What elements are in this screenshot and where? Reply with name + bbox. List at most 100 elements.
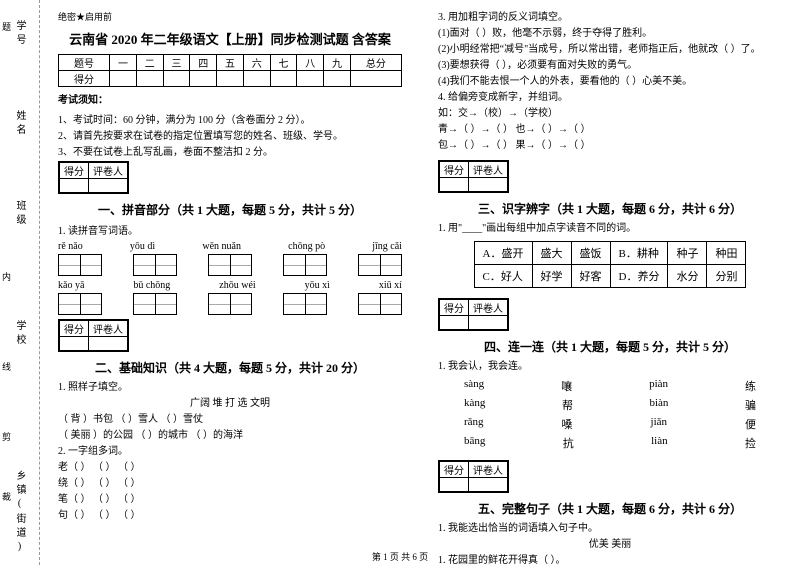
- pinyin: chōng pò: [288, 241, 325, 252]
- tian-box: [208, 293, 252, 315]
- r-line: 如：交→（校）→（学校）: [438, 106, 782, 122]
- ct: 盛饭: [571, 242, 610, 265]
- tian-box: [283, 293, 327, 315]
- ct: A．盛开: [474, 242, 532, 265]
- pinyin: xiū xí: [379, 280, 402, 291]
- pinyin: zhōu wéi: [219, 280, 255, 291]
- pinyin: yōu dì: [130, 241, 155, 252]
- s2-line: （ 美丽 ）的公园 （ ）的城市 （ ）的海洋: [58, 428, 402, 444]
- m: bāng: [464, 435, 485, 451]
- pinyin: bǔ chōng: [133, 280, 170, 291]
- s5-q: 1. 我能选出恰当的词语填入句子中。: [438, 521, 782, 537]
- r-line: 青→（ ）→（ ） 也→（ ）→（ ）: [438, 122, 782, 138]
- grader-c: 得分: [440, 462, 469, 478]
- char-table: A．盛开 盛大 盛饭 B．耕种 种子 种田 C．好人 好学 好客 D．养分 水分…: [474, 241, 747, 288]
- r-line: (4)我们不能去恨一个人的外表，要看他的（ ）心美不美。: [438, 74, 782, 90]
- pinyin: yōu xì: [305, 280, 330, 291]
- grader-c: 得分: [440, 300, 469, 316]
- m: piàn: [649, 378, 668, 394]
- match-row: rǎng 嗓 jiǎn 便: [438, 416, 782, 432]
- tian-box: [358, 293, 402, 315]
- notice-head: 考试须知：: [58, 93, 402, 109]
- ct: 好客: [571, 265, 610, 288]
- side-char: 剪: [2, 430, 11, 443]
- pinyin: wēn nuǎn: [202, 241, 241, 252]
- m: rǎng: [464, 416, 484, 432]
- binding-margin: 学号 姓名 班级 学校 乡镇(街道) 题 内 线 剪 裁: [0, 0, 40, 565]
- score-h: 八: [297, 55, 324, 71]
- exam-title: 云南省 2020 年二年级语文【上册】同步检测试题 含答案: [58, 29, 402, 48]
- m: biàn: [649, 397, 668, 413]
- score-table: 题号 一 二 三 四 五 六 七 八 九 总分 得分: [58, 54, 402, 87]
- section-5-title: 五、完整句子（共 1 大题，每题 6 分，共计 6 分）: [438, 500, 782, 517]
- right-column: 3. 用加粗字词的反义词填空。 (1)面对（ ）败，他毫不示弱，终于夺得了胜利。…: [420, 0, 800, 565]
- grader-c: 评卷人: [469, 462, 508, 478]
- ct: 盛大: [532, 242, 571, 265]
- score-h: 三: [163, 55, 190, 71]
- section-1-title: 一、拼音部分（共 1 大题，每题 5 分，共计 5 分）: [58, 201, 402, 218]
- m: 便: [745, 416, 756, 432]
- bind-label: 乡镇(街道): [12, 470, 27, 556]
- notice-item: 2、请首先按要求在试卷的指定位置填写您的姓名、班级、学号。: [58, 129, 402, 145]
- grader-box: 得分评卷人: [58, 319, 129, 352]
- tian-box: [208, 254, 252, 276]
- grader-box: 得分评卷人: [438, 460, 509, 493]
- grader-c: 评卷人: [469, 300, 508, 316]
- tian-box: [358, 254, 402, 276]
- section-3-title: 三、识字辨字（共 1 大题，每题 6 分，共计 6 分）: [438, 200, 782, 217]
- grader-box: 得分评卷人: [58, 161, 129, 194]
- grader-c: 得分: [60, 321, 89, 337]
- side-char: 裁: [2, 490, 11, 503]
- notice-item: 3、不要在试卷上乱写乱画，卷面不整洁扣 2 分。: [58, 145, 402, 161]
- m: 嚷: [561, 378, 572, 394]
- tian-box: [58, 293, 102, 315]
- score-h: 四: [190, 55, 217, 71]
- notice-item: 1、考试时间：60 分钟，满分为 100 分（含卷面分 2 分）。: [58, 113, 402, 129]
- s2-words: 广阔 堆 打 选 文明: [58, 396, 402, 412]
- pinyin-row: kǎo yā bǔ chōng zhōu wéi yōu xì xiū xí: [58, 280, 402, 291]
- bind-label: 学校: [12, 320, 27, 348]
- score-h: 九: [324, 55, 351, 71]
- r-line: (1)面对（ ）败，他毫不示弱，终于夺得了胜利。: [438, 26, 782, 42]
- m: jiǎn: [651, 416, 668, 432]
- score-h: 六: [243, 55, 270, 71]
- m: liàn: [651, 435, 668, 451]
- grader-box: 得分评卷人: [438, 298, 509, 331]
- side-char: 题: [2, 20, 11, 33]
- pinyin: kǎo yā: [58, 280, 84, 291]
- ct: D．养分: [610, 265, 668, 288]
- pinyin: rě nǎo: [58, 241, 83, 252]
- match-row: sàng 嚷 piàn 练: [438, 378, 782, 394]
- ct: C．好人: [474, 265, 532, 288]
- score-h: 五: [217, 55, 244, 71]
- ct: 种田: [707, 242, 746, 265]
- s2-line: 老（ ） （ ） （ ）: [58, 460, 402, 476]
- side-char: 线: [2, 360, 11, 373]
- r-line: (2)小明经常把“减号"当成号，所以常出错，老师指正后，他就改（ ）了。: [438, 42, 782, 58]
- match-row: kàng 帮 biàn 骗: [438, 397, 782, 413]
- ct: 分别: [707, 265, 746, 288]
- tian-box: [133, 254, 177, 276]
- s2-line: 句（ ） （ ） （ ）: [58, 508, 402, 524]
- tian-row: [58, 293, 402, 315]
- section-4-title: 四、连一连（共 1 大题，每题 5 分，共计 5 分）: [438, 338, 782, 355]
- tian-box: [283, 254, 327, 276]
- m: kàng: [464, 397, 485, 413]
- r-q3: 3. 用加粗字词的反义词填空。: [438, 10, 782, 26]
- grader-c: 评卷人: [89, 321, 128, 337]
- s3-q: 1. 用"____"画出每组中加点字读音不同的词。: [438, 221, 782, 237]
- score-h: 题号: [59, 55, 110, 71]
- m: 练: [745, 378, 756, 394]
- score-h: 二: [136, 55, 163, 71]
- match-row: bāng 抗 liàn 捡: [438, 435, 782, 451]
- r-line: 包→（ ）→（ ） 果→（ ）→（ ）: [438, 138, 782, 154]
- ct: 水分: [668, 265, 707, 288]
- ct: 种子: [668, 242, 707, 265]
- m: 帮: [562, 397, 573, 413]
- page: 学号 姓名 班级 学校 乡镇(街道) 题 内 线 剪 裁 绝密★启用前 云南省 …: [0, 0, 800, 565]
- s4-q: 1. 我会认，我会连。: [438, 359, 782, 375]
- notice: 考试须知： 1、考试时间：60 分钟，满分为 100 分（含卷面分 2 分）。 …: [58, 93, 402, 161]
- bind-label: 学号: [12, 20, 27, 48]
- grader-c: 评卷人: [469, 162, 508, 178]
- m: 嗓: [562, 416, 573, 432]
